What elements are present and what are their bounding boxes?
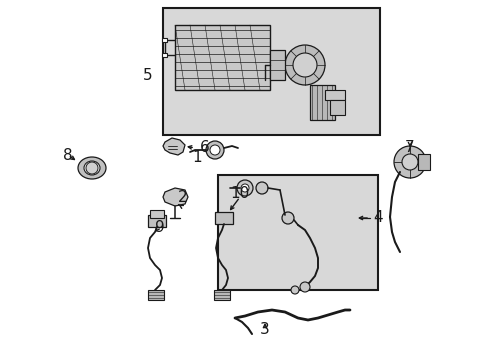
- Bar: [215, 212, 232, 224]
- Bar: [162, 38, 167, 42]
- Circle shape: [401, 154, 417, 170]
- Text: 1: 1: [192, 149, 202, 165]
- Circle shape: [299, 282, 309, 292]
- Circle shape: [209, 145, 220, 155]
- Bar: [329, 100, 345, 115]
- Bar: [325, 90, 345, 100]
- Ellipse shape: [78, 157, 106, 179]
- Circle shape: [292, 53, 316, 77]
- Bar: [214, 290, 229, 300]
- Text: 3: 3: [260, 323, 269, 338]
- Bar: [150, 210, 163, 218]
- Bar: [417, 154, 429, 170]
- Ellipse shape: [84, 161, 100, 175]
- Circle shape: [282, 212, 293, 224]
- Bar: [163, 8, 379, 135]
- Circle shape: [237, 180, 252, 196]
- Bar: [269, 50, 285, 80]
- Circle shape: [86, 162, 98, 174]
- Circle shape: [241, 184, 248, 192]
- Polygon shape: [163, 188, 187, 206]
- Bar: [148, 215, 165, 227]
- Bar: [175, 25, 269, 90]
- Text: 5: 5: [143, 68, 153, 82]
- Bar: [309, 85, 334, 120]
- Bar: [148, 290, 163, 300]
- Circle shape: [205, 141, 224, 159]
- Text: 7: 7: [405, 140, 414, 156]
- Circle shape: [290, 286, 298, 294]
- Text: 6: 6: [200, 140, 209, 156]
- Polygon shape: [163, 138, 184, 155]
- Bar: [162, 53, 167, 57]
- Text: 2: 2: [178, 190, 187, 206]
- Circle shape: [256, 182, 267, 194]
- Text: 10: 10: [230, 185, 249, 201]
- Circle shape: [285, 45, 325, 85]
- Circle shape: [393, 146, 425, 178]
- Bar: [218, 175, 377, 290]
- Text: 8: 8: [63, 148, 73, 162]
- Text: 9: 9: [155, 220, 164, 235]
- Text: 4: 4: [372, 211, 382, 225]
